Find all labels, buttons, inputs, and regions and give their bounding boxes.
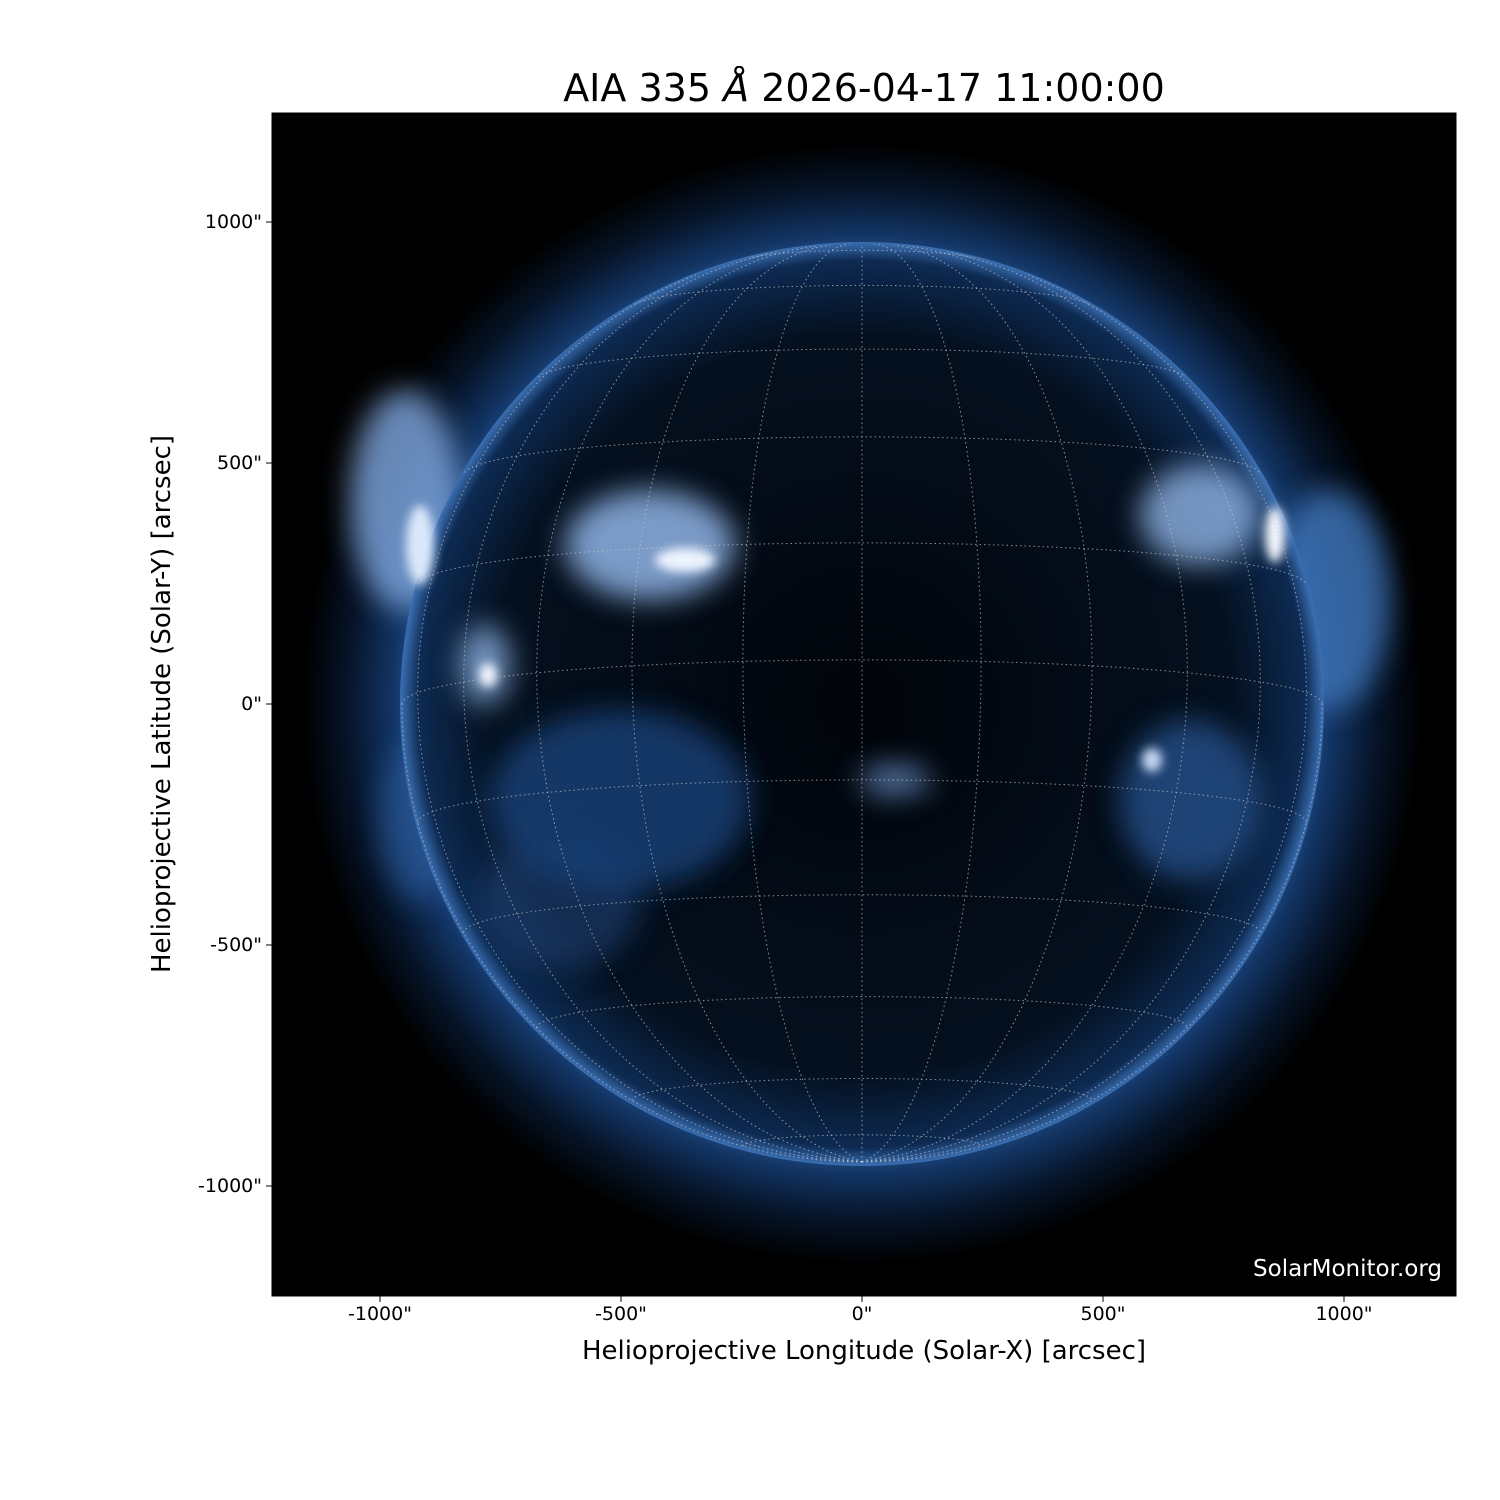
- grid-line: [861, 251, 1261, 1163]
- heliographic-grid: [401, 243, 1323, 1163]
- x-tick-label: -1000": [348, 1303, 412, 1325]
- grid-line: [631, 1078, 1093, 1101]
- solar-image: [272, 113, 1456, 1296]
- grid-line: [536, 245, 863, 1163]
- grid-line: [536, 996, 1188, 1028]
- y-tick-label: -1000": [198, 1175, 262, 1197]
- grid-line: [417, 779, 1307, 823]
- grid-line: [861, 703, 1323, 1163]
- x-tick-label: 1000": [1315, 1303, 1373, 1325]
- y-tick-label: 500": [216, 452, 262, 474]
- solar-disk: [400, 242, 1324, 1166]
- x-tick-label: 500": [1080, 1303, 1126, 1325]
- y-tick-label: 1000": [204, 211, 262, 233]
- grid-line: [861, 245, 1188, 1163]
- x-axis-label: Helioprojective Longitude (Solar-X) [arc…: [581, 1336, 1147, 1366]
- grid-line: [463, 251, 863, 1163]
- plot-title: AIA 335 Å 2026-04-17 11:00:00: [563, 66, 1165, 110]
- y-tick-label: -500": [210, 934, 262, 956]
- watermark: SolarMonitor.org: [1253, 1256, 1442, 1282]
- grid-line: [861, 244, 1093, 1163]
- grid-line: [742, 243, 863, 1163]
- grid-line: [861, 243, 982, 1163]
- x-tick-label: -500": [595, 1303, 647, 1325]
- active-regions: [460, 465, 1260, 970]
- x-tick-label: 0": [851, 1303, 873, 1325]
- grid-line: [861, 274, 1307, 1163]
- y-tick-label: 0": [241, 693, 262, 715]
- grid-line: [401, 703, 863, 1163]
- grid-line: [631, 244, 863, 1163]
- y-axis-label: Helioprojective Latitude (Solar-Y) [arcs…: [147, 434, 177, 974]
- grid-line: [417, 274, 863, 1163]
- tick-marks: [266, 221, 1345, 1302]
